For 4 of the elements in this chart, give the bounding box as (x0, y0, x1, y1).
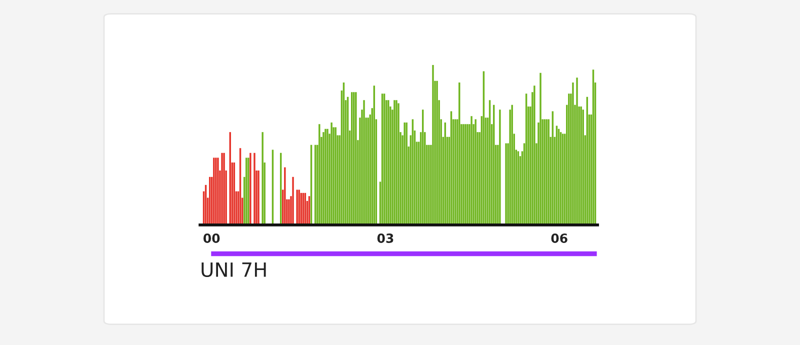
x-tick-label: 03 (377, 233, 394, 243)
x-tick-label: 06 (551, 233, 568, 243)
x-tick-label: 00 (203, 233, 220, 243)
text: UNI 7H (202, 262, 266, 278)
